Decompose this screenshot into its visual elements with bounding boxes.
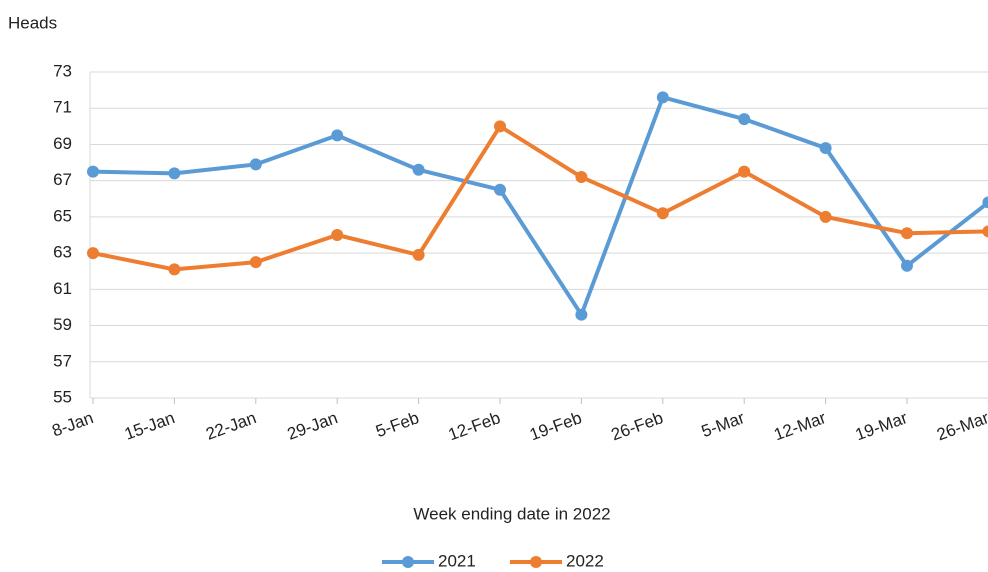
y-axis-title: Heads (8, 13, 57, 32)
y-tick-label: 55 (53, 387, 72, 406)
y-tick-label: 57 (53, 351, 72, 370)
legend-marker (530, 556, 542, 568)
point (656, 91, 669, 104)
point (819, 210, 832, 223)
point (87, 165, 99, 178)
x-tick-label: 19-Feb (527, 408, 584, 444)
point (982, 196, 988, 209)
point (168, 167, 181, 180)
point (982, 225, 988, 238)
point (819, 142, 832, 155)
y-tick-label: 61 (53, 279, 72, 298)
x-tick-label: 12-Feb (446, 408, 503, 444)
legend-label: 2021 (438, 551, 476, 570)
y-tick-label: 67 (53, 170, 72, 189)
series-line (92, 95, 988, 317)
x-tick-label: 5-Feb (373, 408, 421, 441)
point (87, 247, 99, 260)
y-tick-label: 63 (53, 243, 72, 262)
point (575, 308, 588, 321)
point (168, 263, 181, 276)
x-tick-label: 26-Mar (934, 408, 988, 444)
x-tick-label: 5-Mar (699, 408, 748, 441)
point (412, 248, 425, 261)
point (412, 163, 425, 176)
point (901, 227, 913, 240)
y-tick-label: 69 (53, 134, 72, 153)
y-tick-label: 73 (53, 61, 72, 80)
y-tick-label: 59 (53, 315, 72, 334)
x-tick-label: 8-Jan (49, 408, 95, 440)
point (901, 259, 913, 272)
y-tick-label: 65 (53, 206, 72, 225)
x-tick-label: 15-Jan (122, 408, 177, 444)
series-line (92, 124, 988, 272)
legend-marker (402, 556, 414, 568)
x-axis-title: Week ending date in 2022 (413, 504, 610, 523)
x-tick-label: 19-Mar (853, 408, 910, 444)
x-tick-label: 29-Jan (285, 408, 340, 444)
x-tick-label: 26-Feb (609, 408, 666, 444)
point (656, 207, 669, 220)
point (738, 113, 751, 126)
point (331, 229, 344, 241)
y-tick-label: 71 (53, 98, 72, 117)
point (249, 158, 262, 171)
x-tick-label: 12-Mar (771, 408, 828, 444)
point (575, 171, 588, 184)
legend-label: 2022 (566, 551, 604, 570)
point (738, 165, 751, 178)
x-tick-label: 22-Jan (203, 408, 258, 444)
point (331, 129, 344, 142)
point (494, 183, 506, 196)
point (249, 256, 262, 269)
point (494, 120, 506, 133)
